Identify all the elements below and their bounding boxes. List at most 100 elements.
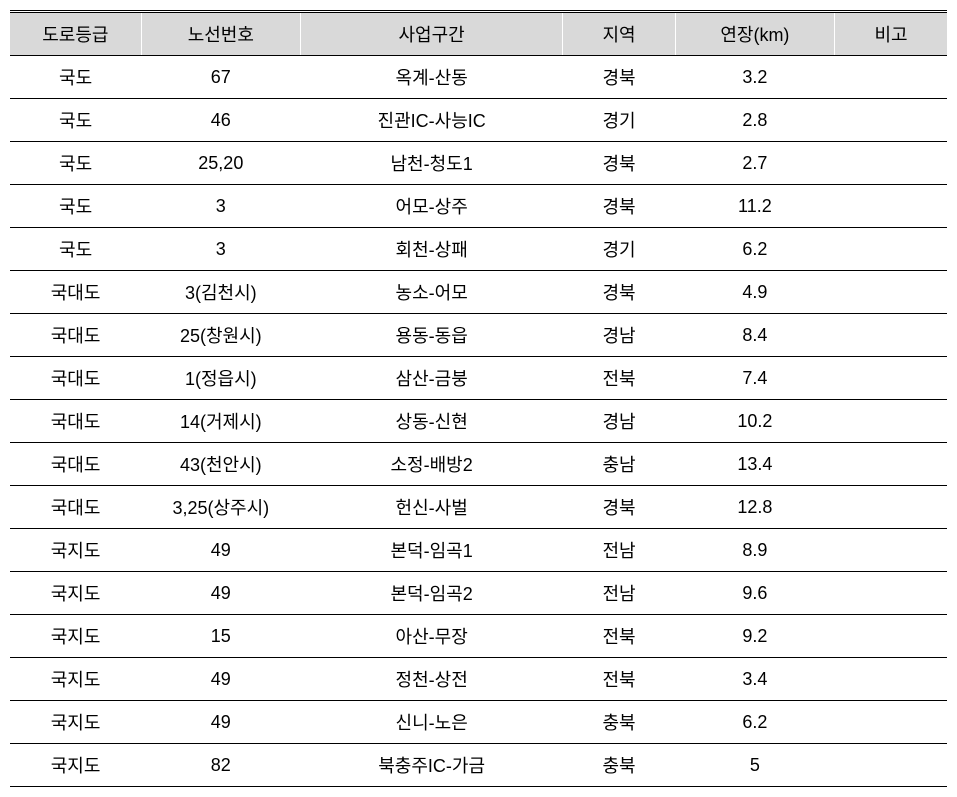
table-cell: 15 [141,615,300,658]
table-cell [835,314,947,357]
table-cell: 국지도 [10,529,141,572]
table-row: 국대도14(거제시)상동-신현경남10.2 [10,400,947,443]
table-cell: 11.2 [675,185,834,228]
table-cell: 국도 [10,56,141,99]
table-row: 국대도1(정읍시)삼산-금붕전북7.4 [10,357,947,400]
table-cell [835,400,947,443]
table-cell: 5 [675,744,834,787]
table-row: 국대도25(창원시)용동-동읍경남8.4 [10,314,947,357]
table-cell: 2.7 [675,142,834,185]
table-body: 국도67옥계-산동경북3.2국도46진관IC-사능IC경기2.8국도25,20남… [10,56,947,787]
table-cell: 국대도 [10,271,141,314]
table-cell: 전북 [563,357,675,400]
table-cell [835,529,947,572]
col-header-note: 비고 [835,12,947,56]
col-header-region: 지역 [563,12,675,56]
table-header-row: 도로등급 노선번호 사업구간 지역 연장(km) 비고 [10,12,947,56]
table-cell: 13.4 [675,443,834,486]
table-cell: 14(거제시) [141,400,300,443]
table-cell: 신니-노은 [300,701,562,744]
table-cell: 82 [141,744,300,787]
table-cell: 국대도 [10,443,141,486]
table-cell: 아산-무장 [300,615,562,658]
table-row: 국도25,20남천-청도1경북2.7 [10,142,947,185]
table-cell: 회천-상패 [300,228,562,271]
table-cell: 국대도 [10,314,141,357]
table-row: 국도3회천-상패경기6.2 [10,228,947,271]
table-cell [835,357,947,400]
table-cell: 소정-배방2 [300,443,562,486]
table-cell: 국도 [10,142,141,185]
col-header-section: 사업구간 [300,12,562,56]
table-row: 국대도43(천안시)소정-배방2충남13.4 [10,443,947,486]
table-cell: 국도 [10,99,141,142]
table-cell: 정천-상전 [300,658,562,701]
table-cell: 경북 [563,142,675,185]
table-cell [835,658,947,701]
table-cell: 경북 [563,56,675,99]
table-cell: 9.6 [675,572,834,615]
table-cell: 2.8 [675,99,834,142]
table-cell: 어모-상주 [300,185,562,228]
table-row: 국지도49본덕-임곡1전남8.9 [10,529,947,572]
table-cell: 12.8 [675,486,834,529]
table-cell: 9.2 [675,615,834,658]
table-cell: 8.9 [675,529,834,572]
table-cell: 67 [141,56,300,99]
table-cell: 경남 [563,314,675,357]
table-cell [835,486,947,529]
table-cell: 3 [141,228,300,271]
table-cell: 북충주IC-가금 [300,744,562,787]
table-cell [835,142,947,185]
table-cell [835,99,947,142]
table-cell: 충북 [563,744,675,787]
table-cell [835,185,947,228]
table-row: 국도3어모-상주경북11.2 [10,185,947,228]
table-row: 국대도3(김천시)농소-어모경북4.9 [10,271,947,314]
table-cell [835,572,947,615]
col-header-length: 연장(km) [675,12,834,56]
table-row: 국도46진관IC-사능IC경기2.8 [10,99,947,142]
table-row: 국지도49본덕-임곡2전남9.6 [10,572,947,615]
table-cell [835,228,947,271]
table-cell: 국지도 [10,658,141,701]
table-cell: 국지도 [10,701,141,744]
table-cell: 3,25(상주시) [141,486,300,529]
table-cell: 진관IC-사능IC [300,99,562,142]
table-cell: 국대도 [10,486,141,529]
table-cell: 옥계-산동 [300,56,562,99]
table-row: 국지도49정천-상전전북3.4 [10,658,947,701]
table-cell: 6.2 [675,228,834,271]
table-cell: 전북 [563,615,675,658]
table-cell: 충북 [563,701,675,744]
table-cell: 3.4 [675,658,834,701]
table-cell: 국지도 [10,572,141,615]
table-cell: 경기 [563,99,675,142]
table-cell: 국대도 [10,400,141,443]
table-cell: 남천-청도1 [300,142,562,185]
table-cell: 국도 [10,185,141,228]
table-cell [835,56,947,99]
col-header-route: 노선번호 [141,12,300,56]
table-cell: 삼산-금붕 [300,357,562,400]
table-cell: 용동-동읍 [300,314,562,357]
table-cell [835,271,947,314]
table-cell: 25(창원시) [141,314,300,357]
table-row: 국지도15아산-무장전북9.2 [10,615,947,658]
table-cell: 상동-신현 [300,400,562,443]
table-cell: 경남 [563,400,675,443]
table-cell: 6.2 [675,701,834,744]
table-cell: 43(천안시) [141,443,300,486]
table-row: 국도67옥계-산동경북3.2 [10,56,947,99]
col-header-grade: 도로등급 [10,12,141,56]
table-row: 국대도3,25(상주시)헌신-사벌경북12.8 [10,486,947,529]
table-cell: 국지도 [10,615,141,658]
table-cell: 49 [141,529,300,572]
table-cell: 1(정읍시) [141,357,300,400]
table-cell: 7.4 [675,357,834,400]
table-cell: 전북 [563,658,675,701]
table-cell: 농소-어모 [300,271,562,314]
table-cell: 8.4 [675,314,834,357]
table-cell: 본덕-임곡1 [300,529,562,572]
table-cell: 4.9 [675,271,834,314]
